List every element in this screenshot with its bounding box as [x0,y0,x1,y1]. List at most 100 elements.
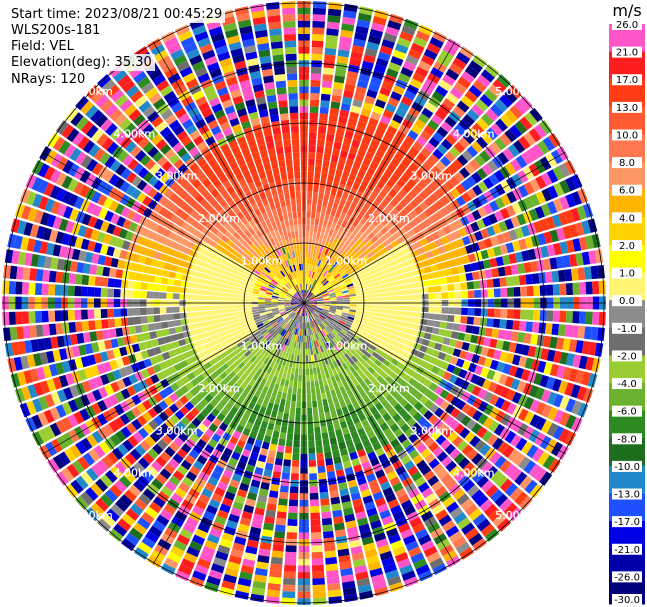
velocity-gate [127,354,137,364]
velocity-gate [88,448,101,462]
velocity-gate [472,54,487,68]
velocity-gate [461,290,469,299]
velocity-gate [42,269,51,282]
velocity-gate [134,371,144,382]
velocity-gate [214,243,223,252]
velocity-gate [163,463,176,475]
velocity-gate [397,72,411,84]
velocity-gate [420,448,432,459]
velocity-gate [448,291,455,299]
velocity-gate [238,268,247,275]
velocity-gate [161,351,171,361]
velocity-gate [406,277,414,284]
velocity-gate [114,480,127,493]
velocity-gate [75,116,89,131]
velocity-gate [210,408,220,418]
velocity-gate [367,35,382,45]
velocity-gate [429,192,439,203]
velocity-gate [441,292,449,299]
velocity-gate [564,382,575,397]
velocity-gate [130,90,144,103]
velocity-gate [155,243,165,252]
velocity-gate [172,470,185,482]
velocity-gate [565,193,576,208]
velocity-gate [222,274,230,281]
velocity-gate [288,281,293,288]
velocity-gate [272,331,279,338]
velocity-gate [244,442,253,452]
velocity-gate [339,269,346,275]
velocity-gate [439,206,450,217]
velocity-gate [295,361,300,369]
velocity-gate [543,231,553,244]
velocity-gate [349,485,360,495]
velocity-gate [283,315,289,320]
velocity-gate [278,294,286,298]
velocity-gate [209,358,218,366]
velocity-gate [228,200,237,209]
velocity-gate [132,382,143,394]
velocity-gate [565,414,577,430]
velocity-gate [411,471,423,482]
velocity-gate [404,460,415,471]
velocity-gate [292,387,297,395]
velocity-gate [506,309,514,319]
velocity-gate [336,408,343,417]
velocity-gate [312,577,325,586]
velocity-gate [322,279,328,285]
velocity-gate [101,79,116,93]
velocity-gate [538,322,547,334]
velocity-gate [106,451,119,465]
velocity-gate [115,238,125,249]
velocity-gate [517,408,529,422]
velocity-gate [151,116,164,128]
velocity-gate [263,469,273,478]
velocity-gate [159,307,167,314]
velocity-gate [310,303,318,304]
velocity-gate [376,297,383,301]
velocity-gate [505,319,514,330]
velocity-gate [223,355,231,363]
velocity-gate [114,461,128,474]
velocity-gate [142,123,155,136]
velocity-gate [381,80,394,91]
velocity-gate [232,293,239,298]
velocity-gate [209,345,218,353]
velocity-gate [347,269,355,276]
velocity-gate [197,423,208,433]
velocity-gate [408,219,418,229]
velocity-gate [571,268,579,281]
velocity-gate [408,449,420,460]
velocity-gate [264,462,274,471]
velocity-gate [162,269,170,278]
velocity-gate [267,286,275,291]
velocity-gate [227,379,236,388]
velocity-gate [309,295,316,300]
velocity-gate [291,304,298,307]
velocity-gate [394,203,404,213]
velocity-gate [355,571,369,581]
velocity-gate [100,474,113,488]
velocity-gate [559,412,571,427]
velocity-gate [311,286,316,293]
velocity-gate [331,252,338,260]
velocity-gate [316,298,324,301]
velocity-gate [310,305,317,308]
velocity-gate [361,255,369,262]
velocity-gate [329,306,337,309]
velocity-gate [142,265,151,274]
velocity-gate [139,440,151,452]
velocity-gate [52,376,63,390]
velocity-gate [277,317,284,323]
velocity-gate [218,422,229,432]
velocity-gate [428,306,436,313]
velocity-gate [431,90,445,103]
velocity-gate [179,201,189,211]
velocity-gate [405,54,419,66]
velocity-gate [470,334,479,344]
velocity-gate [309,119,318,127]
velocity-gate [396,268,405,275]
velocity-gate [167,231,177,241]
velocity-gate [424,389,434,399]
velocity-gate [490,470,503,483]
